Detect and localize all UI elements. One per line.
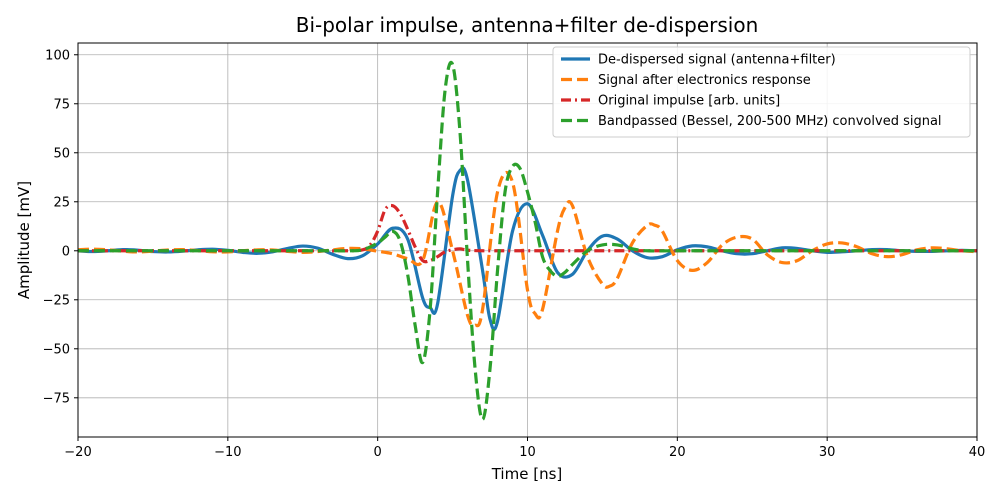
y-tick-label: 25 xyxy=(53,195,70,210)
x-axis-title: Time [ns] xyxy=(491,465,563,483)
legend-box xyxy=(552,46,971,138)
x-tick-label: 0 xyxy=(374,445,382,460)
legend-label-2: Signal after electronics response xyxy=(598,73,811,88)
legend-label-3: Original impulse [arb. units] xyxy=(598,94,780,109)
y-tick-label: 100 xyxy=(45,48,70,63)
legend: De-dispersed signal (antenna+filter) Sign… xyxy=(552,46,971,138)
y-tick-label: 50 xyxy=(53,146,70,161)
x-tick-label: 30 xyxy=(819,445,836,460)
legend-label-1: De-dispersed signal (antenna+filter) xyxy=(598,53,836,68)
axis-ticks: −20 −10 0 10 20 30 40 −75 −50 −25 0 25 50 75 100 xyxy=(43,48,986,460)
chart-title: Bi-polar impulse, antenna+filter de-disp… xyxy=(296,13,759,37)
y-tick-label: 0 xyxy=(62,244,70,259)
y-tick-label: −75 xyxy=(43,391,70,406)
y-tick-label: 75 xyxy=(53,97,70,112)
y-tick-label: −25 xyxy=(43,293,70,308)
x-tick-label: 20 xyxy=(669,445,686,460)
x-tick-label: −10 xyxy=(214,445,241,460)
series-line-4 xyxy=(78,60,977,421)
x-tick-label: 40 xyxy=(969,445,986,460)
x-tick-label: 10 xyxy=(519,445,536,460)
y-axis-title: Amplitude [mV] xyxy=(15,181,33,299)
x-tick-label: −20 xyxy=(64,445,91,460)
y-tick-label: −50 xyxy=(43,342,70,357)
series-lines xyxy=(78,60,977,421)
legend-label-4: Bandpassed (Bessel, 200-500 MHz) convolv… xyxy=(598,114,942,129)
